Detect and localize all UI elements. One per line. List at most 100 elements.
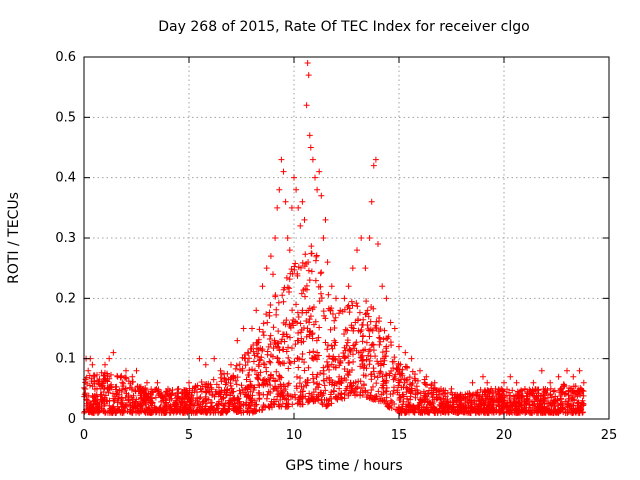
data-point xyxy=(380,361,387,368)
data-point xyxy=(149,388,156,395)
data-point xyxy=(306,390,313,397)
data-point xyxy=(276,358,283,365)
data-point xyxy=(198,409,205,416)
data-point xyxy=(372,156,379,163)
data-point xyxy=(392,375,399,382)
data-point xyxy=(249,366,256,373)
data-point xyxy=(557,392,564,399)
data-point xyxy=(535,387,542,394)
data-point xyxy=(101,408,108,415)
data-point xyxy=(158,398,165,405)
data-point xyxy=(324,346,331,353)
data-point xyxy=(291,263,298,270)
data-point xyxy=(534,386,541,393)
data-point xyxy=(429,389,436,396)
data-point xyxy=(341,391,348,398)
data-point xyxy=(351,345,358,352)
data-point xyxy=(574,399,581,406)
data-point xyxy=(504,386,511,393)
data-point xyxy=(274,355,281,362)
data-point xyxy=(114,399,121,406)
data-point xyxy=(328,283,335,290)
data-point xyxy=(275,340,282,347)
data-point xyxy=(255,336,262,343)
data-point xyxy=(319,400,326,407)
data-point xyxy=(161,405,168,412)
data-point xyxy=(484,405,491,412)
data-point xyxy=(268,352,275,359)
data-point xyxy=(292,260,299,267)
data-point xyxy=(580,401,587,408)
data-point xyxy=(233,381,240,388)
data-point xyxy=(399,401,406,408)
data-point xyxy=(375,241,381,248)
data-point xyxy=(241,389,248,396)
data-point xyxy=(539,408,546,415)
data-point xyxy=(168,395,175,402)
data-point xyxy=(270,345,277,352)
data-point xyxy=(469,379,476,386)
data-point xyxy=(309,306,316,313)
data-point xyxy=(547,379,554,386)
data-point xyxy=(314,349,321,356)
data-point xyxy=(255,363,262,370)
data-point xyxy=(345,392,352,399)
data-point xyxy=(287,360,294,367)
data-point xyxy=(370,162,377,169)
data-point xyxy=(283,331,290,338)
data-point xyxy=(272,292,279,299)
data-point xyxy=(574,391,581,398)
data-point xyxy=(144,394,151,401)
data-point xyxy=(377,358,384,365)
data-point xyxy=(98,391,105,398)
data-point xyxy=(331,317,338,324)
data-point xyxy=(495,406,502,413)
data-point xyxy=(564,367,570,374)
data-point xyxy=(144,379,150,386)
data-point xyxy=(347,379,354,386)
data-point xyxy=(431,379,438,386)
data-point xyxy=(106,397,113,404)
data-point xyxy=(417,396,424,403)
data-point xyxy=(299,401,306,408)
data-point xyxy=(360,381,367,388)
data-point xyxy=(355,316,362,323)
data-point xyxy=(211,355,218,362)
data-point xyxy=(116,391,123,398)
data-point xyxy=(156,409,163,416)
data-point xyxy=(197,386,204,393)
data-point xyxy=(401,379,408,386)
data-point xyxy=(345,372,352,379)
data-point xyxy=(258,407,265,414)
data-point xyxy=(297,222,304,229)
data-point xyxy=(194,402,201,409)
data-point xyxy=(304,60,311,67)
data-point xyxy=(348,322,355,329)
data-point xyxy=(179,389,186,396)
data-point xyxy=(349,366,356,373)
data-point xyxy=(348,387,355,394)
data-point xyxy=(331,382,338,389)
data-point xyxy=(258,354,265,361)
data-point xyxy=(320,367,327,374)
data-point xyxy=(228,385,235,392)
data-point xyxy=(491,397,498,404)
data-point xyxy=(376,334,383,341)
data-point xyxy=(411,375,418,382)
data-point xyxy=(515,409,522,416)
data-point xyxy=(307,313,314,320)
data-point xyxy=(383,348,390,355)
data-point xyxy=(194,408,201,415)
data-point xyxy=(385,403,392,410)
data-point xyxy=(128,409,135,416)
data-point xyxy=(320,235,327,241)
data-point xyxy=(285,344,292,351)
data-point xyxy=(390,365,397,372)
data-point xyxy=(173,409,180,416)
y-axis-title: ROTI / TECUs xyxy=(6,192,22,284)
data-point xyxy=(388,368,395,375)
data-point xyxy=(283,274,290,281)
data-point xyxy=(313,394,320,401)
data-point xyxy=(218,400,225,407)
data-point xyxy=(397,376,404,383)
